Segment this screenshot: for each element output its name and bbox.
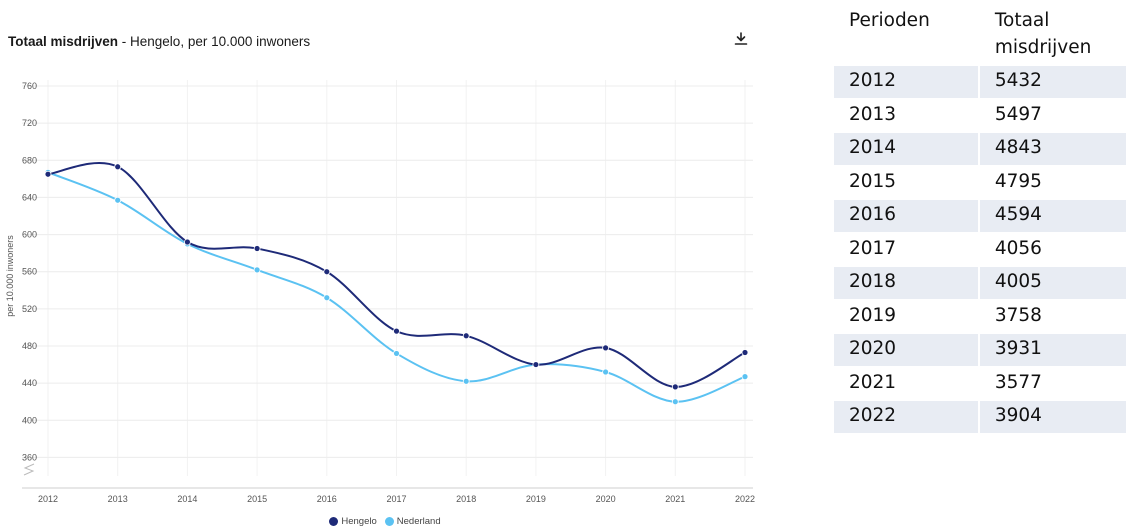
y-tick-label: 640 xyxy=(22,192,37,202)
cell-total: 3758 xyxy=(979,300,1127,334)
legend-marker xyxy=(329,517,338,526)
cell-period: 2015 xyxy=(834,166,979,200)
line-chart: 360 400 440 480 520 560 600 640 680 720 760 2012 201… xyxy=(0,0,770,512)
cell-total: 4795 xyxy=(979,166,1127,200)
cell-total: 3577 xyxy=(979,367,1127,401)
table-header-row: Perioden Totaal misdrijven xyxy=(834,4,1127,65)
x-tick-label: 2017 xyxy=(386,494,406,504)
y-tick-label: 400 xyxy=(22,415,37,425)
x-tick-label: 2015 xyxy=(247,494,267,504)
data-point-hengelo xyxy=(742,350,748,356)
data-point-nederland xyxy=(742,374,748,380)
legend-label: Hengelo xyxy=(341,516,376,527)
data-point-nederland xyxy=(672,399,678,405)
x-tick-label: 2020 xyxy=(596,494,616,504)
x-tick-label: 2012 xyxy=(38,494,58,504)
header-perioden: Perioden xyxy=(834,4,979,65)
data-point-nederland xyxy=(115,197,121,203)
table-row: 2014 4843 xyxy=(834,132,1127,166)
y-tick-label: 560 xyxy=(22,267,37,277)
chart-panel: Totaal misdrijven - Hengelo, per 10.000 … xyxy=(0,0,770,529)
cell-period: 2014 xyxy=(834,132,979,166)
y-tick-label: 520 xyxy=(22,304,37,314)
legend-marker xyxy=(385,517,394,526)
cell-period: 2017 xyxy=(834,233,979,267)
cell-total: 4005 xyxy=(979,266,1127,300)
cell-period: 2013 xyxy=(834,99,979,133)
axis-break-marker xyxy=(24,464,34,475)
data-point-hengelo xyxy=(394,328,400,334)
chart-legend: Hengelo Nederland xyxy=(0,516,770,529)
y-tick-label: 760 xyxy=(22,81,37,91)
x-tick-label: 2022 xyxy=(735,494,755,504)
table-row: 2012 5432 xyxy=(834,65,1127,99)
x-tick-label: 2021 xyxy=(665,494,685,504)
data-point-nederland xyxy=(324,295,330,301)
data-point-hengelo xyxy=(254,246,260,252)
table-row: 2015 4795 xyxy=(834,166,1127,200)
table-row: 2017 4056 xyxy=(834,233,1127,267)
table-row: 2018 4005 xyxy=(834,266,1127,300)
data-point-nederland xyxy=(603,369,609,375)
x-tick-label: 2014 xyxy=(177,494,197,504)
cell-total: 4843 xyxy=(979,132,1127,166)
table-row: 2019 3758 xyxy=(834,300,1127,334)
crime-table: Perioden Totaal misdrijven 2012 5432 2013 5… xyxy=(834,4,1128,435)
header-totaal-misdrijven: Totaal misdrijven xyxy=(979,4,1127,65)
data-point-nederland xyxy=(254,267,260,273)
x-tick-label: 2019 xyxy=(526,494,546,504)
cell-total: 4056 xyxy=(979,233,1127,267)
table-row: 2022 3904 xyxy=(834,400,1127,434)
data-point-hengelo xyxy=(184,239,190,245)
cell-period: 2018 xyxy=(834,266,979,300)
y-tick-label: 680 xyxy=(22,155,37,165)
y-tick-label: 480 xyxy=(22,341,37,351)
y-axis-label: per 10.000 inwoners xyxy=(5,235,15,317)
cell-period: 2019 xyxy=(834,300,979,334)
legend-item-hengelo[interactable]: Hengelo xyxy=(329,516,376,527)
data-point-nederland xyxy=(463,378,469,384)
x-tick-label: 2016 xyxy=(317,494,337,504)
y-tick-label: 360 xyxy=(22,452,37,462)
cell-period: 2020 xyxy=(834,333,979,367)
y-tick-label: 440 xyxy=(22,378,37,388)
cell-period: 2012 xyxy=(834,65,979,99)
data-point-hengelo xyxy=(324,269,330,275)
table-row: 2020 3931 xyxy=(834,333,1127,367)
data-point-nederland xyxy=(394,350,400,356)
data-point-hengelo xyxy=(463,333,469,339)
data-point-hengelo xyxy=(45,171,51,177)
data-table-panel: Perioden Totaal misdrijven 2012 5432 2013 5… xyxy=(834,4,1128,435)
table-row: 2021 3577 xyxy=(834,367,1127,401)
legend-item-nederland[interactable]: Nederland xyxy=(385,516,441,527)
cell-total: 3931 xyxy=(979,333,1127,367)
table-row: 2013 5497 xyxy=(834,99,1127,133)
cell-total: 4594 xyxy=(979,199,1127,233)
cell-total: 3904 xyxy=(979,400,1127,434)
y-tick-label: 720 xyxy=(22,118,37,128)
cell-period: 2021 xyxy=(834,367,979,401)
data-point-hengelo xyxy=(533,362,539,368)
cell-period: 2016 xyxy=(834,199,979,233)
legend-label: Nederland xyxy=(397,516,441,527)
data-point-hengelo xyxy=(115,164,121,170)
x-tick-label: 2013 xyxy=(108,494,128,504)
data-point-hengelo xyxy=(672,384,678,390)
cell-total: 5432 xyxy=(979,65,1127,99)
y-tick-label: 600 xyxy=(22,230,37,240)
cell-period: 2022 xyxy=(834,400,979,434)
cell-total: 5497 xyxy=(979,99,1127,133)
table-row: 2016 4594 xyxy=(834,199,1127,233)
x-tick-label: 2018 xyxy=(456,494,476,504)
data-point-hengelo xyxy=(603,345,609,351)
